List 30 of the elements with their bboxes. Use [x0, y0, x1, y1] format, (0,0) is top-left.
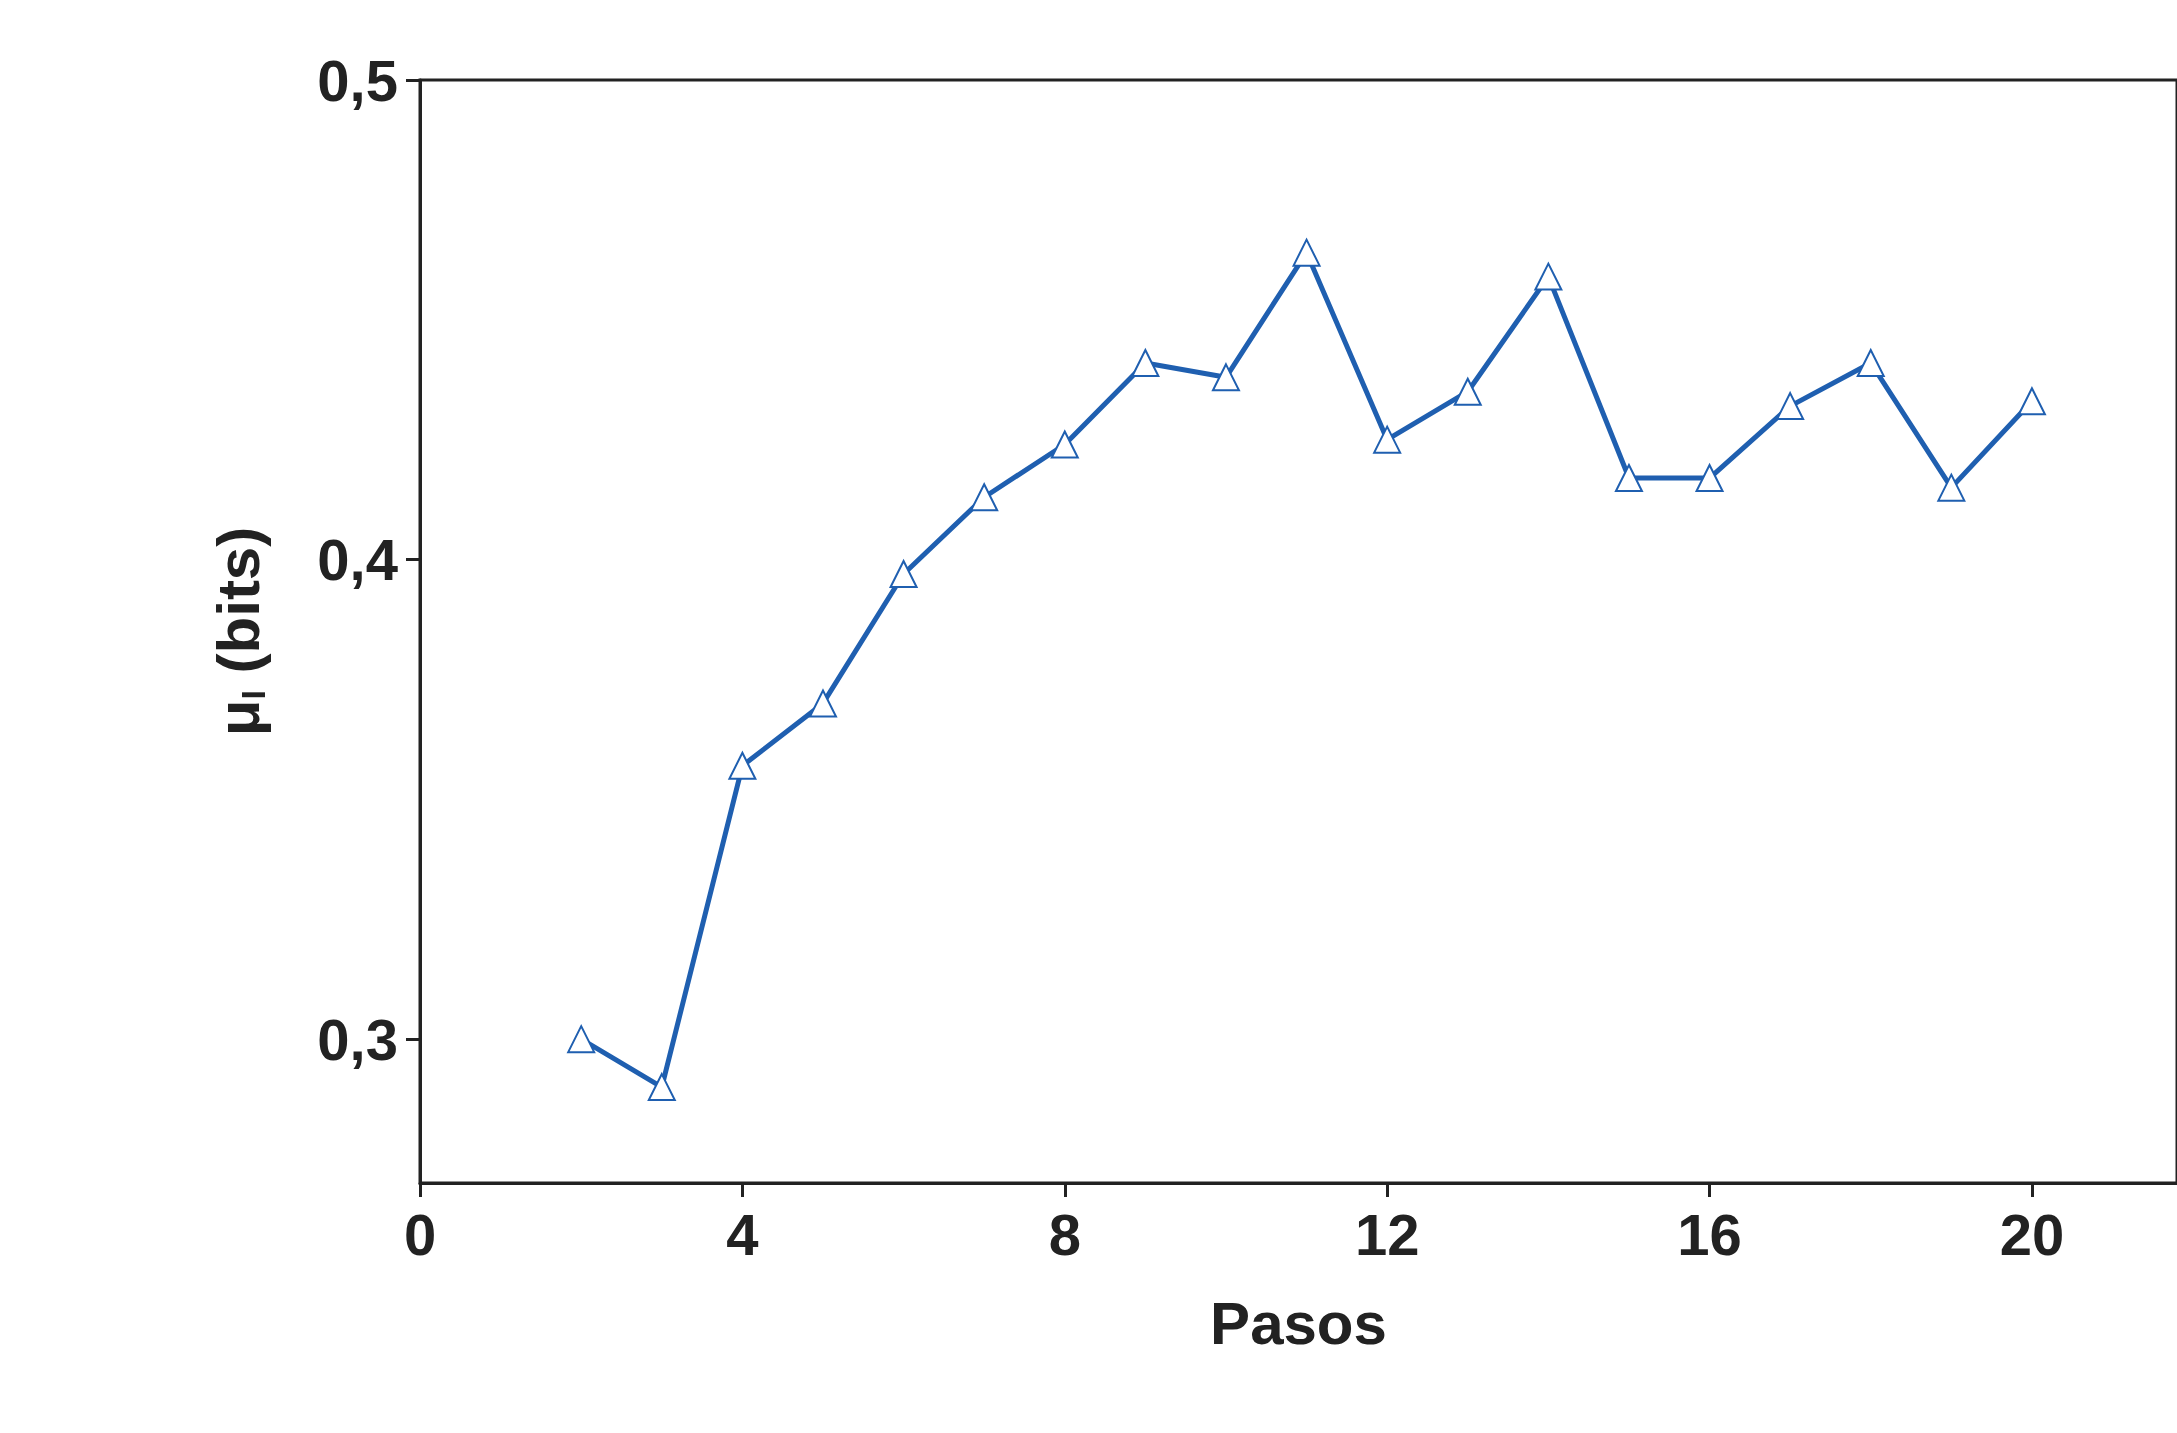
point — [1534, 262, 1563, 291]
point — [970, 483, 999, 512]
point — [1211, 363, 1240, 392]
y-tick-label: 0,4 — [317, 527, 398, 593]
point — [1131, 348, 1160, 377]
point — [1453, 377, 1482, 406]
point — [889, 559, 918, 588]
point — [1614, 464, 1643, 493]
point — [1937, 473, 1966, 502]
point — [1856, 348, 1885, 377]
point — [1292, 238, 1321, 267]
y-axis-title: μI (bits) — [204, 526, 272, 737]
point — [567, 1025, 596, 1054]
x-tick-label: 4 — [726, 1201, 759, 1267]
point — [1373, 425, 1402, 454]
x-axis-title: Pasos — [1210, 1289, 1387, 1357]
point — [647, 1073, 676, 1102]
x-tick-label: 0 — [403, 1201, 437, 1267]
point — [1776, 392, 1805, 421]
x-tick-label: 8 — [1048, 1201, 1081, 1267]
y-tick-label: 0,3 — [317, 1006, 398, 1072]
y-tick-label: 0,5 — [317, 47, 398, 113]
x-tick-label: 16 — [1677, 1201, 1742, 1267]
point — [728, 751, 757, 780]
point — [2017, 387, 2046, 416]
x-tick-label: 12 — [1354, 1201, 1420, 1267]
x-tick-label: 20 — [1999, 1201, 2065, 1267]
point — [1695, 464, 1724, 493]
point — [1050, 430, 1079, 459]
point — [808, 689, 837, 718]
